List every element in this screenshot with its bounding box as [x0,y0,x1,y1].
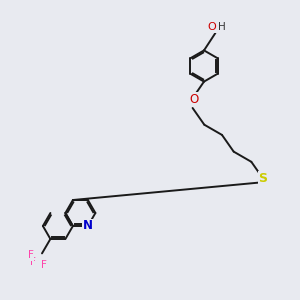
Text: O: O [208,22,217,32]
Text: S: S [259,172,268,185]
Text: O: O [189,93,198,106]
Text: F: F [40,260,46,270]
Text: H: H [218,22,226,32]
Text: F: F [30,257,36,267]
Text: F: F [28,250,34,260]
Text: N: N [83,220,93,232]
